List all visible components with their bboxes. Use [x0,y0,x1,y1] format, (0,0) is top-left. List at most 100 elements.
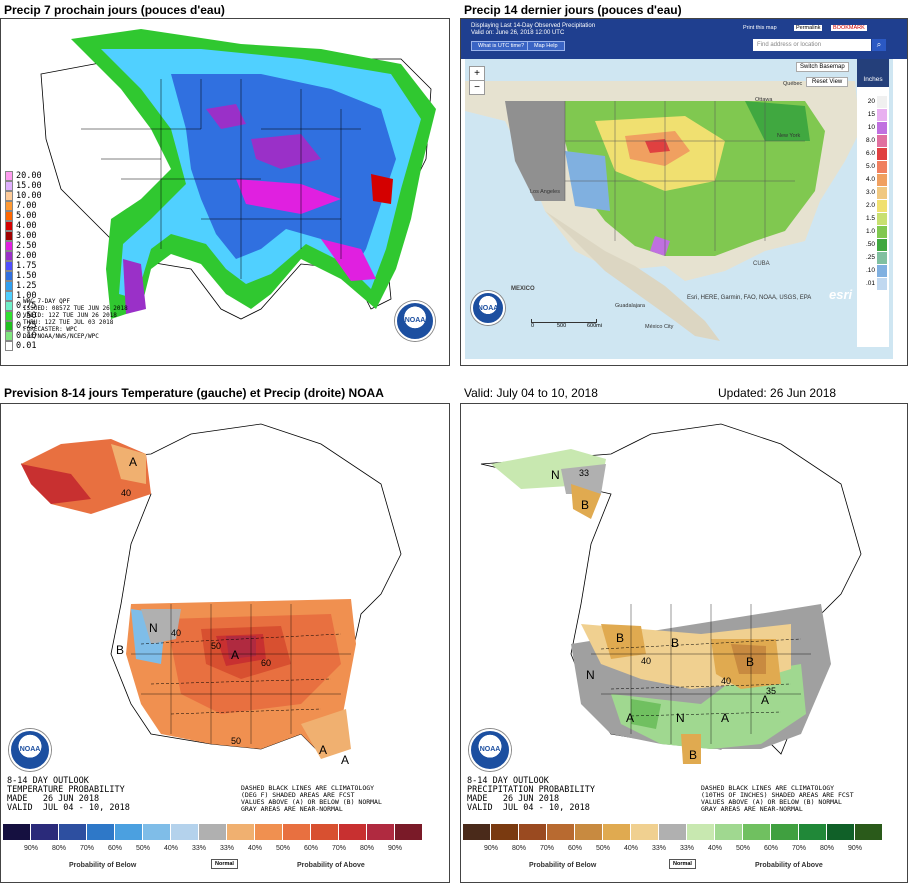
wpc-legend-swatch [5,181,13,191]
bookmark-button[interactable]: BOOKMARK [831,25,867,31]
zoom-in-button[interactable]: + [474,68,480,79]
wpc-legend-value: 2.00 [16,250,37,261]
wpc-legend-row: 0.10 [5,331,42,341]
wpc-legend-row: 1.50 [5,271,42,281]
wpc-legend-row: 20.00 [5,171,42,181]
precip-color-swatch [827,824,855,840]
esri-legend-value: 4.0 [865,176,875,183]
state-lines-esri [564,101,805,256]
wpc-legend-value: 1.00 [16,290,37,301]
esri-legend-value: 1.0 [865,228,875,235]
permalink-button[interactable]: Permalink [794,25,823,31]
wpc-legend-value: 1.75 [16,260,37,271]
precip-tick-label: 40% [623,845,639,852]
climatology-lines [140,633,342,715]
zoom-out-button[interactable]: − [470,80,484,94]
esri-legend-swatch [877,251,887,264]
precip-color-swatch [659,824,687,840]
temp-above-label: Probability of Above [297,862,365,869]
temp-color-swatch [339,824,367,840]
precip-tick-label: 60% [763,845,779,852]
temp-tick-label: 70% [79,845,95,852]
precip-color-bar [463,824,883,840]
wpc-legend-swatch [5,291,13,301]
esri-legend-value: .10 [865,267,875,274]
noaa-logo-icon-precip: NOAA [469,729,511,771]
esri-legend-swatch [877,277,887,290]
wpc-legend-row: 1.00 [5,291,42,301]
temp-outlook-map: A N B A A A 40 50 40 60 50 NOAA 8-14 DAY… [0,403,450,883]
esri-legend-swatch [877,199,887,212]
temp-tick-label: 90% [387,845,403,852]
esri-observed-map[interactable]: MEXICO CUBA Québec Ottawa New York Los A… [460,18,908,366]
esri-legend-value: .50 [865,241,875,248]
updated-date: Updated: 26 Jun 2018 [718,386,837,400]
utc-button[interactable]: What is UTC time? [471,41,532,51]
precip-label-a-south: A [721,711,729,725]
wpc-legend-swatch [5,261,13,271]
temp-tick-label: 60% [303,845,319,852]
precip-ne [745,101,810,141]
search-input[interactable]: Find address or location [753,39,871,51]
wpc-legend-row: 1.75 [5,261,42,271]
temp-label-a-se: A [319,743,327,757]
temp-color-swatch [283,824,311,840]
esri-legend-row: 5.0 [857,160,889,173]
precip-tick-label: 70% [791,845,807,852]
wpc-info-line: THRU: 12Z TUE JUL 03 2018 [23,319,114,326]
wpc-legend-row: 2.00 [5,251,42,261]
precip-tick-label: 50% [735,845,751,852]
conus-green2 [631,699,661,729]
esri-legend-row: .01 [857,277,889,290]
alaska-strong [21,464,91,504]
climatology-lines-p [600,638,802,717]
esri-legend-swatch [877,147,887,160]
esri-map-svg [465,81,860,341]
temp-caption: 8-14 DAY OUTLOOK TEMPERATURE PROBABILITY M… [7,777,130,813]
print-map-link[interactable]: Print this map [743,25,777,31]
esri-legend-swatch [877,95,887,108]
precip-tick-label: 70% [539,845,555,852]
wpc-legend-swatch [5,231,13,241]
esri-legend-swatch [877,121,887,134]
esri-map-canvas[interactable]: MEXICO CUBA Québec Ottawa New York Los A… [465,41,893,359]
tx-below [681,734,701,764]
wpc-legend-value: 4.00 [16,220,37,231]
temp-scale-ticks: 90% 80% 70% 60% 50% 40% 33% 33% 40% 50% 60% 70% 80% 9… [3,845,449,855]
land-mexico [545,211,720,341]
panel-title-7day-precip: Precip 7 prochain jours (pouces d'eau) [4,3,225,17]
esri-legend-row: 4.0 [857,173,889,186]
wpc-legend-swatch [5,251,13,261]
esri-legend-row: 10 [857,121,889,134]
esri-legend-row: 1.5 [857,212,889,225]
precip-label-a-sw: A [626,711,634,725]
wpc-legend-row: 0.25 [5,321,42,331]
wpc-qpf-map: 20.00 15.00 10.00 7.00 5.00 4.00 3.00 2.50 2.00 1… [0,18,450,366]
esri-legend-value: 2.0 [865,202,875,209]
label-losangeles: Los Angeles [530,189,560,195]
wpc-legend-value: 15.00 [16,180,42,191]
esri-legend: Inches 20 15 10 8.0 6.0 5.0 4.0 3.0 2.0 1.5 1.0 .50… [857,59,889,347]
reset-view-button[interactable]: Reset View [806,77,849,87]
temp-color-swatch [143,824,171,840]
label-newyork: New York [777,133,801,139]
switch-basemap-button[interactable]: Switch Basemap [796,62,849,72]
precip-color-swatch [547,824,575,840]
esri-title: Displaying Last 14-Day Observed Precipit… [471,23,596,29]
esri-legend-swatch [877,186,887,199]
zoom-control[interactable]: + − [469,66,485,95]
precip-color-swatch [575,824,603,840]
esri-attribution: Esri, HERE, Garmin, FAO, NOAA, USGS, EPA [687,295,812,301]
precip-note-line: VALUES ABOVE (A) OR BELOW (B) NORMAL [701,798,842,806]
valid-dates: Valid: July 04 to 10, 2018 [464,386,598,400]
wpc-legend-row: 10.00 [5,191,42,201]
precip-tick-label: 90% [847,845,863,852]
map-help-button[interactable]: Map Help [527,41,565,51]
precip-color-swatch [631,824,659,840]
precip-map-svg: N B B B B N A N A A B 33 40 40 35 [480,423,862,764]
search-icon[interactable]: ⌕ [872,39,886,51]
wpc-legend-value: 1.50 [16,270,37,281]
temp-map-labels: A N B A A A 40 50 40 60 50 [116,455,349,767]
wpc-legend-value: 10.00 [16,190,42,201]
esri-legend-row: 15 [857,108,889,121]
